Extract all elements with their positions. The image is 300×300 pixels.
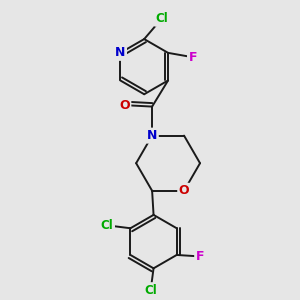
Text: Cl: Cl [101, 219, 114, 232]
Text: N: N [115, 46, 125, 59]
Text: O: O [179, 184, 189, 197]
Text: Cl: Cl [155, 12, 168, 25]
Text: N: N [147, 129, 157, 142]
Text: Cl: Cl [144, 284, 157, 297]
Text: F: F [188, 51, 197, 64]
Text: F: F [196, 250, 204, 263]
Text: O: O [119, 99, 130, 112]
